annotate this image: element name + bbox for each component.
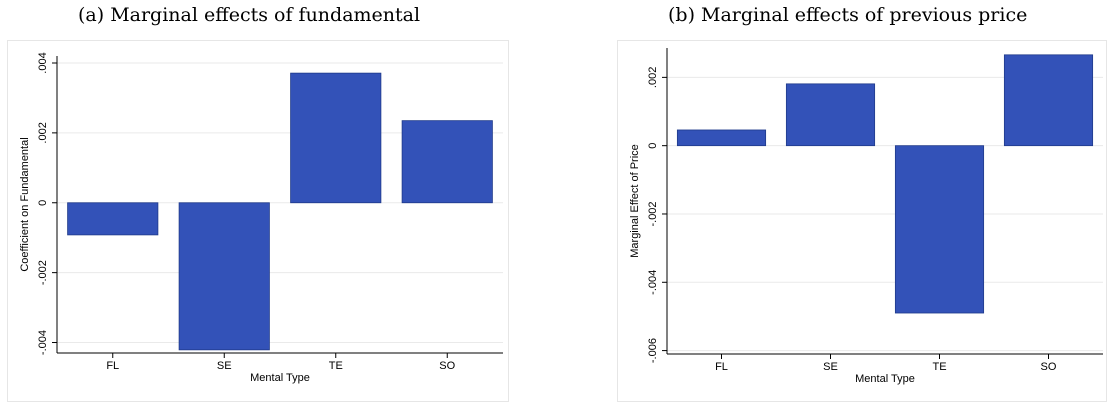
bar-se bbox=[785, 83, 876, 147]
bar-fl bbox=[67, 202, 159, 236]
x-axis-title: Mental Type bbox=[855, 373, 915, 385]
y-tick-label: .002 bbox=[37, 122, 49, 143]
y-tick-label: -.004 bbox=[37, 330, 49, 355]
bar-te bbox=[894, 145, 985, 314]
y-tick-label: 0 bbox=[37, 200, 49, 206]
x-tick-label: SE bbox=[217, 360, 232, 372]
y-tick-label: 0 bbox=[647, 143, 659, 149]
caption-b: (b) Marginal effects of previous price bbox=[668, 4, 1028, 26]
y-axis-title: Coefficient on Fundamental bbox=[19, 137, 31, 271]
y-tick-label: .004 bbox=[37, 52, 49, 73]
x-tick-label: TE bbox=[932, 361, 946, 373]
y-tick-label: .002 bbox=[647, 67, 659, 88]
y-tick-label: -.002 bbox=[37, 260, 49, 285]
bar-te bbox=[290, 72, 382, 204]
bar-se bbox=[178, 202, 270, 351]
bar-so bbox=[1003, 54, 1094, 147]
bar-so bbox=[401, 120, 493, 204]
chart-fundamental: -.004 -.002 0 .002 .004 FL SE TE SO Mental Type Co… bbox=[7, 40, 509, 402]
x-axis-title: Mental Type bbox=[250, 372, 310, 384]
y-tick-label: -.006 bbox=[647, 338, 659, 363]
chart-previous-price: -.006 -.004 -.002 0 .002 FL SE TE SO Mental Type M… bbox=[617, 40, 1107, 402]
x-tick-label: FL bbox=[715, 361, 728, 373]
y-tick-label: -.002 bbox=[647, 201, 659, 226]
x-tick-label: SO bbox=[1041, 361, 1057, 373]
x-tick-label: TE bbox=[329, 360, 343, 372]
x-tick-label: FL bbox=[106, 360, 119, 372]
bar-fl bbox=[676, 129, 767, 147]
x-tick-label: SO bbox=[439, 360, 455, 372]
y-tick-label: -.004 bbox=[647, 270, 659, 295]
caption-a: (a) Marginal effects of fundamental bbox=[78, 4, 421, 26]
y-axis-title: Marginal Effect of Price bbox=[629, 144, 641, 258]
x-tick-label: SE bbox=[823, 361, 838, 373]
